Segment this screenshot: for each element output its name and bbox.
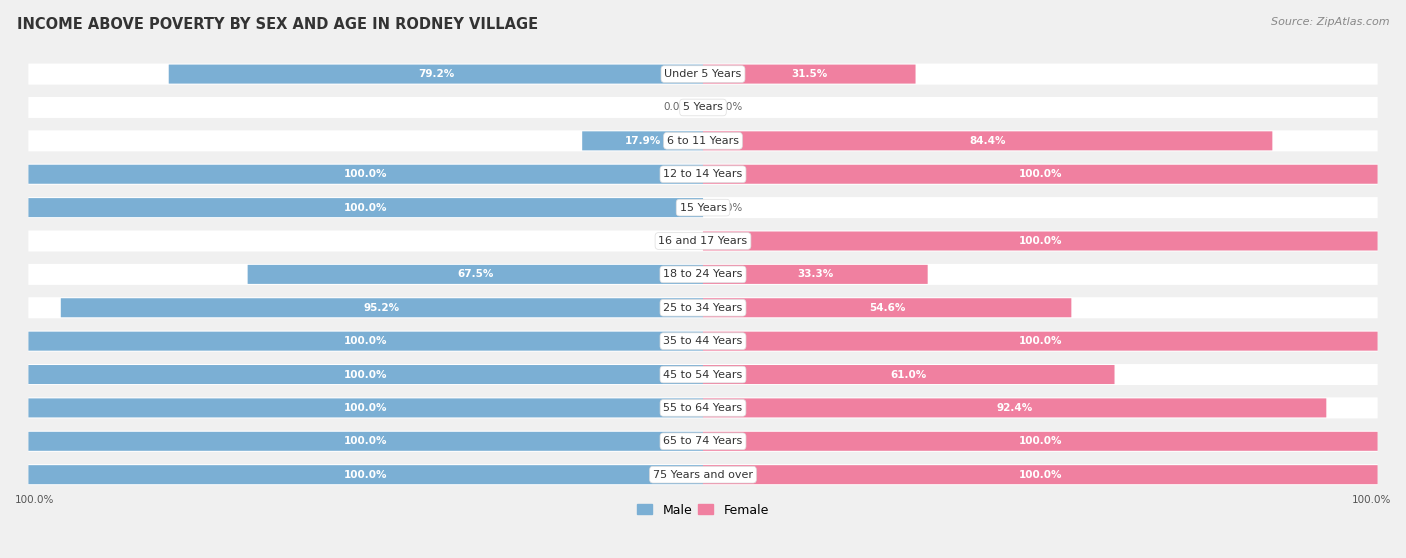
FancyBboxPatch shape [28, 97, 1378, 118]
FancyBboxPatch shape [28, 297, 1378, 318]
FancyBboxPatch shape [169, 65, 703, 84]
Text: 100.0%: 100.0% [344, 436, 388, 446]
Text: 12 to 14 Years: 12 to 14 Years [664, 169, 742, 179]
FancyBboxPatch shape [28, 464, 1378, 485]
Text: 100.0%: 100.0% [1018, 169, 1062, 179]
FancyBboxPatch shape [28, 131, 1378, 151]
Text: 0.0%: 0.0% [717, 203, 742, 213]
FancyBboxPatch shape [703, 131, 1272, 150]
Legend: Male, Female: Male, Female [633, 498, 773, 522]
FancyBboxPatch shape [28, 163, 1378, 185]
FancyBboxPatch shape [28, 64, 1378, 85]
FancyBboxPatch shape [28, 230, 1378, 252]
FancyBboxPatch shape [703, 365, 1115, 384]
Text: 100.0%: 100.0% [344, 369, 388, 379]
Text: 100.0%: 100.0% [344, 169, 388, 179]
FancyBboxPatch shape [247, 265, 703, 284]
Text: 100.0%: 100.0% [1018, 336, 1062, 346]
Text: 100.0%: 100.0% [344, 336, 388, 346]
Text: 31.5%: 31.5% [792, 69, 827, 79]
Text: 55 to 64 Years: 55 to 64 Years [664, 403, 742, 413]
FancyBboxPatch shape [60, 299, 703, 318]
Text: 92.4%: 92.4% [997, 403, 1033, 413]
Text: 18 to 24 Years: 18 to 24 Years [664, 270, 742, 280]
FancyBboxPatch shape [703, 299, 1071, 318]
Text: 17.9%: 17.9% [624, 136, 661, 146]
FancyBboxPatch shape [703, 65, 915, 84]
FancyBboxPatch shape [703, 432, 1378, 451]
Text: 100.0%: 100.0% [344, 470, 388, 480]
Text: 61.0%: 61.0% [890, 369, 927, 379]
FancyBboxPatch shape [28, 165, 703, 184]
Text: 15 Years: 15 Years [679, 203, 727, 213]
FancyBboxPatch shape [703, 465, 1378, 484]
Text: 33.3%: 33.3% [797, 270, 834, 280]
FancyBboxPatch shape [28, 197, 1378, 218]
Text: 79.2%: 79.2% [418, 69, 454, 79]
FancyBboxPatch shape [703, 265, 928, 284]
Text: 0.0%: 0.0% [664, 236, 689, 246]
FancyBboxPatch shape [28, 198, 703, 217]
Text: 54.6%: 54.6% [869, 303, 905, 313]
Text: 35 to 44 Years: 35 to 44 Years [664, 336, 742, 346]
Text: 0.0%: 0.0% [717, 103, 742, 113]
Text: 45 to 54 Years: 45 to 54 Years [664, 369, 742, 379]
Text: 0.0%: 0.0% [664, 103, 689, 113]
FancyBboxPatch shape [28, 398, 703, 417]
FancyBboxPatch shape [582, 131, 703, 150]
Text: 100.0%: 100.0% [1018, 236, 1062, 246]
Text: 100.0%: 100.0% [1351, 496, 1391, 506]
FancyBboxPatch shape [703, 165, 1378, 184]
Text: 100.0%: 100.0% [1018, 470, 1062, 480]
FancyBboxPatch shape [703, 398, 1326, 417]
FancyBboxPatch shape [703, 331, 1378, 350]
FancyBboxPatch shape [28, 465, 703, 484]
Text: Source: ZipAtlas.com: Source: ZipAtlas.com [1271, 17, 1389, 27]
FancyBboxPatch shape [28, 365, 703, 384]
Text: 75 Years and over: 75 Years and over [652, 470, 754, 480]
FancyBboxPatch shape [28, 264, 1378, 285]
Text: INCOME ABOVE POVERTY BY SEX AND AGE IN RODNEY VILLAGE: INCOME ABOVE POVERTY BY SEX AND AGE IN R… [17, 17, 538, 32]
FancyBboxPatch shape [703, 232, 1378, 251]
Text: 100.0%: 100.0% [344, 403, 388, 413]
FancyBboxPatch shape [28, 431, 1378, 452]
Text: 16 and 17 Years: 16 and 17 Years [658, 236, 748, 246]
FancyBboxPatch shape [28, 331, 1378, 352]
Text: 84.4%: 84.4% [969, 136, 1005, 146]
Text: 6 to 11 Years: 6 to 11 Years [666, 136, 740, 146]
Text: 100.0%: 100.0% [15, 496, 55, 506]
Text: 25 to 34 Years: 25 to 34 Years [664, 303, 742, 313]
Text: 100.0%: 100.0% [1018, 436, 1062, 446]
FancyBboxPatch shape [28, 432, 703, 451]
Text: Under 5 Years: Under 5 Years [665, 69, 741, 79]
Text: 67.5%: 67.5% [457, 270, 494, 280]
Text: 65 to 74 Years: 65 to 74 Years [664, 436, 742, 446]
FancyBboxPatch shape [28, 397, 1378, 418]
Text: 5 Years: 5 Years [683, 103, 723, 113]
Text: 95.2%: 95.2% [364, 303, 399, 313]
Text: 100.0%: 100.0% [344, 203, 388, 213]
FancyBboxPatch shape [28, 364, 1378, 385]
FancyBboxPatch shape [28, 331, 703, 350]
